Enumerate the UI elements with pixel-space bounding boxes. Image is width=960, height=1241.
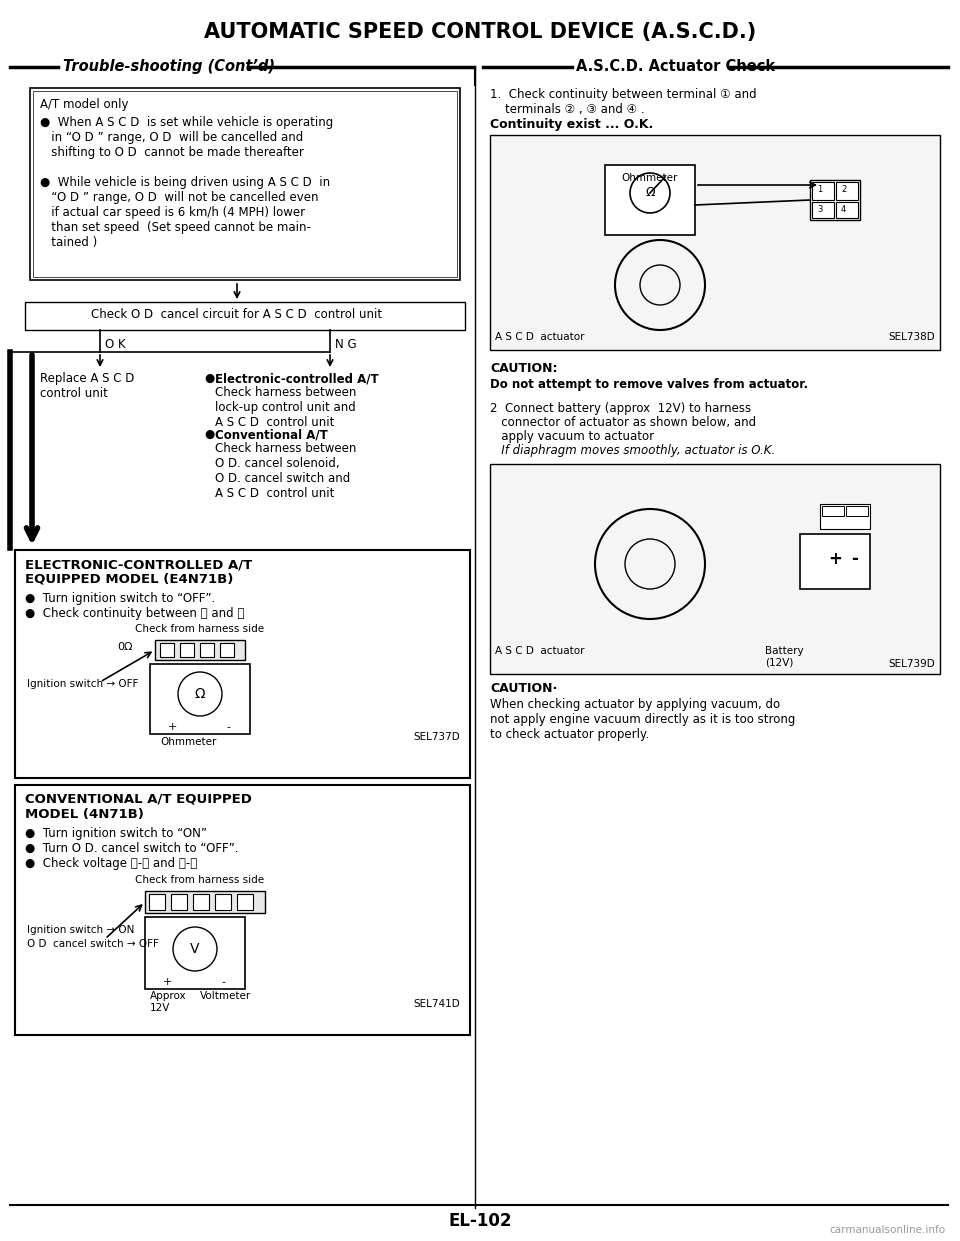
Text: ●  When A S C D  is set while vehicle is operating
   in “O D ” range, O D  will: ● When A S C D is set while vehicle is o…	[40, 115, 333, 159]
Text: When checking actuator by applying vacuum, do
not apply engine vacuum directly a: When checking actuator by applying vacuu…	[490, 697, 796, 741]
Bar	[846, 506, 868, 516]
Text: ●  Check continuity between ⓗ and ⓔ: ● Check continuity between ⓗ and ⓔ	[25, 607, 245, 620]
Text: A.S.C.D. Actuator Check: A.S.C.D. Actuator Check	[576, 60, 775, 74]
Bar	[171, 894, 187, 910]
Text: A/T model only: A/T model only	[40, 98, 129, 110]
Text: 1.  Check continuity between terminal ① and
    terminals ② , ③ and ④ .: 1. Check continuity between terminal ① a…	[490, 88, 756, 115]
Text: A S C D  actuator: A S C D actuator	[495, 333, 585, 343]
Text: Continuity exist ... O.K.: Continuity exist ... O.K.	[490, 118, 653, 132]
Bar	[215, 894, 231, 910]
Text: -: -	[226, 722, 230, 732]
Bar	[836, 182, 858, 200]
Text: O D  cancel switch → OFF: O D cancel switch → OFF	[27, 939, 158, 949]
Text: CONVENTIONAL A/T EQUIPPED
MODEL (4N71B): CONVENTIONAL A/T EQUIPPED MODEL (4N71B)	[25, 793, 252, 822]
Bar	[15, 786, 470, 1035]
Text: EL-102: EL-102	[448, 1212, 512, 1230]
Text: Check from harness side: Check from harness side	[135, 624, 265, 634]
Text: ●  While vehicle is being driven using A S C D  in
   “O D ” range, O D  will no: ● While vehicle is being driven using A …	[40, 176, 330, 249]
Text: Replace A S C D
control unit: Replace A S C D control unit	[40, 372, 134, 400]
Text: -: -	[852, 550, 858, 568]
Text: Electronic-controlled A/T: Electronic-controlled A/T	[215, 372, 378, 385]
Text: apply vacuum to actuator: apply vacuum to actuator	[490, 429, 654, 443]
Text: ELECTRONIC-CONTROLLED A/T
EQUIPPED MODEL (E4N71B): ELECTRONIC-CONTROLLED A/T EQUIPPED MODEL…	[25, 558, 252, 586]
Bar	[145, 891, 265, 913]
Text: +: +	[828, 550, 842, 568]
Text: Voltmeter: Voltmeter	[200, 992, 252, 1001]
Text: 0Ω: 0Ω	[117, 642, 132, 652]
Bar	[605, 165, 695, 235]
Text: A S C D  actuator: A S C D actuator	[495, 647, 585, 656]
Text: Do not attempt to remove valves from actuator.: Do not attempt to remove valves from act…	[490, 379, 808, 391]
Bar	[220, 643, 234, 656]
Text: Check from harness side: Check from harness side	[135, 875, 265, 885]
Text: Battery
(12V): Battery (12V)	[765, 647, 804, 668]
Text: connector of actuator as shown below, and: connector of actuator as shown below, an…	[490, 416, 756, 429]
Text: 2: 2	[841, 185, 847, 194]
Bar	[812, 182, 834, 200]
Bar	[155, 640, 245, 660]
Text: 2  Connect battery (approx  12V) to harness: 2 Connect battery (approx 12V) to harnes…	[490, 402, 751, 414]
Text: ●: ●	[205, 428, 219, 441]
Bar	[145, 917, 245, 989]
Text: 4: 4	[841, 205, 847, 213]
Bar	[25, 302, 465, 330]
Bar	[820, 504, 870, 529]
Bar	[149, 894, 165, 910]
Bar	[15, 550, 470, 778]
Bar	[200, 643, 214, 656]
Text: 3: 3	[817, 205, 823, 213]
Text: Ohmmeter: Ohmmeter	[160, 737, 216, 747]
Text: O K: O K	[105, 338, 126, 351]
Text: CAUTION·: CAUTION·	[490, 683, 557, 695]
Bar	[800, 534, 870, 589]
Bar	[30, 88, 460, 280]
Text: CAUTION:: CAUTION:	[490, 362, 558, 375]
Text: If diaphragm moves smoothly, actuator is O.K.: If diaphragm moves smoothly, actuator is…	[490, 444, 776, 457]
Text: V: V	[190, 942, 200, 956]
Bar	[180, 643, 194, 656]
Bar	[193, 894, 209, 910]
Bar	[490, 464, 940, 674]
Text: ●: ●	[205, 372, 219, 385]
Text: Ohmmeter: Ohmmeter	[622, 172, 678, 182]
Text: ●  Turn O D. cancel switch to “OFF”.: ● Turn O D. cancel switch to “OFF”.	[25, 841, 238, 855]
Text: Check O D  cancel circuit for A S C D  control unit: Check O D cancel circuit for A S C D con…	[91, 308, 383, 321]
Text: AUTOMATIC SPEED CONTROL DEVICE (A.S.C.D.): AUTOMATIC SPEED CONTROL DEVICE (A.S.C.D.…	[204, 22, 756, 42]
Text: Ignition switch → ON: Ignition switch → ON	[27, 925, 134, 934]
Bar	[822, 506, 844, 516]
Text: +: +	[167, 722, 177, 732]
Text: ●  Turn ignition switch to “ON”: ● Turn ignition switch to “ON”	[25, 827, 207, 840]
Text: ●  Turn ignition switch to “OFF”.: ● Turn ignition switch to “OFF”.	[25, 592, 215, 606]
Bar	[490, 135, 940, 350]
Bar	[33, 91, 457, 277]
Text: N G: N G	[335, 338, 356, 351]
Text: Ω: Ω	[195, 688, 205, 701]
Text: Check harness between
O D. cancel solenoid,
O D. cancel switch and
A S C D  cont: Check harness between O D. cancel soleno…	[215, 442, 356, 500]
Text: SEL739D: SEL739D	[888, 659, 935, 669]
Bar	[237, 894, 253, 910]
Text: Approx
12V: Approx 12V	[150, 992, 186, 1013]
Bar	[150, 664, 250, 733]
Text: SEL738D: SEL738D	[888, 333, 935, 343]
Text: Conventional A/T: Conventional A/T	[215, 428, 327, 441]
Text: -: -	[221, 977, 225, 987]
Text: +: +	[162, 977, 172, 987]
Bar	[836, 202, 858, 218]
Bar	[810, 180, 860, 220]
Text: SEL737D: SEL737D	[413, 732, 460, 742]
Text: ●  Check voltage ⓗ-ⓔ and ⓩ-ⓔ: ● Check voltage ⓗ-ⓔ and ⓩ-ⓔ	[25, 858, 197, 870]
Text: Ω: Ω	[645, 186, 655, 200]
Text: SEL741D: SEL741D	[413, 999, 460, 1009]
Bar	[160, 643, 174, 656]
Text: Ignition switch → OFF: Ignition switch → OFF	[27, 679, 138, 689]
Text: 1: 1	[817, 185, 823, 194]
Text: carmanualsonline.info: carmanualsonline.info	[828, 1225, 945, 1235]
Text: Trouble-shooting (Cont’d): Trouble-shooting (Cont’d)	[63, 60, 275, 74]
Bar	[812, 202, 834, 218]
Text: Check harness between
lock-up control unit and
A S C D  control unit: Check harness between lock-up control un…	[215, 386, 356, 429]
